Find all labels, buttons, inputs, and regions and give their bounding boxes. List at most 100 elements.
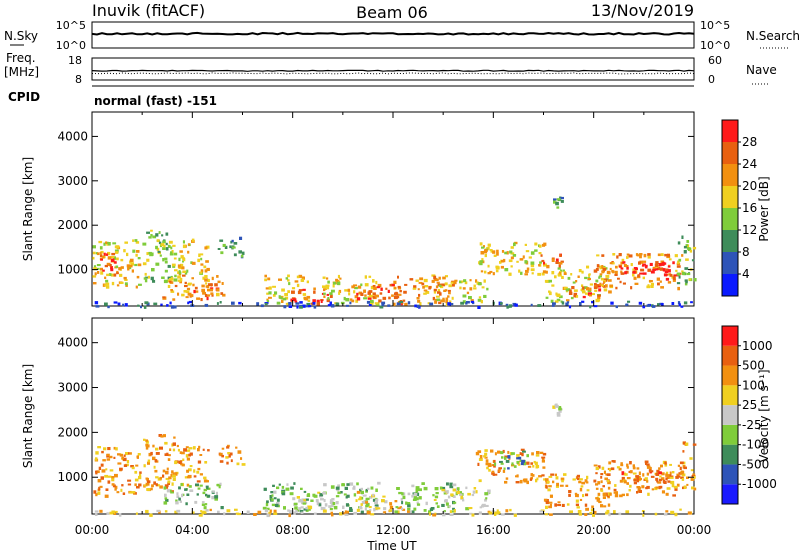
- power-cell: [624, 271, 627, 275]
- power-cell: [620, 267, 624, 270]
- velocity-cell: [286, 483, 289, 486]
- velocity-cell: [359, 496, 362, 499]
- power-cell: [597, 299, 601, 302]
- power-cell: [172, 265, 176, 268]
- power-cell: [347, 288, 351, 292]
- power-cell: [510, 256, 514, 260]
- freq-left-tick-top: 18: [68, 54, 82, 67]
- power-cell: [660, 253, 664, 256]
- velocity-cell: [333, 505, 338, 510]
- velocity-cell: [374, 501, 377, 504]
- colorbar-segment: [722, 164, 738, 186]
- velocity-cell: [394, 500, 398, 503]
- velocity-cell: [195, 483, 199, 487]
- velocity-cell: [360, 496, 364, 500]
- velocity-cell: [453, 509, 456, 513]
- sky-left-label: N.Sky: [4, 29, 38, 43]
- power-cell: [594, 283, 597, 286]
- power-cell: [572, 281, 576, 284]
- power-cell: [634, 282, 639, 285]
- colorbar-tick-label: 500: [742, 359, 765, 373]
- power-cell: [413, 285, 417, 289]
- power-cell: [522, 255, 525, 259]
- velocity-cell: [494, 452, 497, 456]
- power-cell: [539, 261, 542, 264]
- power-cell: [312, 302, 316, 305]
- power-cell: [92, 251, 96, 255]
- power-cell: [473, 284, 476, 287]
- power-cell: [217, 248, 221, 250]
- colorbar-segment: [722, 230, 738, 252]
- power-cell: [199, 271, 203, 274]
- velocity-cell: [164, 493, 167, 497]
- power-cell: [172, 298, 176, 301]
- colorbar-tick-label: 100: [742, 378, 765, 392]
- power-cell: [387, 304, 391, 307]
- velocity-cell: [661, 477, 665, 481]
- power-cell: [131, 269, 134, 273]
- y-tick-label: 4000: [57, 336, 88, 350]
- velocity-cell: [667, 475, 670, 479]
- power-cell: [676, 272, 681, 276]
- velocity-cell: [451, 510, 455, 513]
- power-cell: [659, 280, 662, 283]
- velocity-cell: [226, 509, 231, 513]
- power-cell: [160, 243, 165, 247]
- power-cell: [117, 302, 121, 306]
- power-cell: [657, 267, 661, 271]
- velocity-cell: [290, 486, 294, 490]
- velocity-cell: [106, 512, 110, 515]
- velocity-cell: [265, 502, 269, 507]
- velocity-cell: [344, 513, 349, 516]
- power-cell: [137, 257, 141, 260]
- velocity-cell: [557, 504, 561, 507]
- power-cell: [217, 280, 221, 284]
- velocity-cell: [164, 484, 169, 487]
- power-cell: [642, 305, 646, 309]
- velocity-cell: [353, 493, 357, 497]
- power-cell: [356, 297, 361, 301]
- velocity-cell: [413, 493, 418, 496]
- velocity-cell: [535, 478, 538, 483]
- power-cell: [210, 283, 213, 286]
- power-cell: [112, 242, 117, 245]
- power-cell: [97, 271, 100, 274]
- velocity-cell: [153, 481, 156, 485]
- power-cell: [96, 267, 100, 270]
- colorbar-tick-label: -500: [742, 457, 769, 471]
- velocity-cell: [407, 510, 410, 513]
- power-cell: [148, 236, 152, 239]
- colorbar-segment: [722, 142, 738, 164]
- power-cell: [672, 276, 676, 280]
- power-cell: [220, 292, 224, 295]
- power-cell: [479, 242, 483, 246]
- velocity-cell: [501, 456, 504, 459]
- power-cell: [550, 299, 554, 303]
- colorbar-segment: [722, 405, 738, 425]
- velocity-cell: [666, 474, 670, 477]
- velocity-cell: [209, 508, 212, 512]
- power-cell: [665, 268, 669, 271]
- power-cell: [638, 301, 643, 305]
- velocity-cell: [364, 507, 367, 511]
- velocity-cell: [218, 484, 221, 489]
- power-cluster: [92, 239, 142, 289]
- velocity-cell: [200, 510, 203, 513]
- power-cell: [198, 253, 201, 257]
- sky-panel-frame: [91, 21, 695, 49]
- velocity-cell: [661, 490, 665, 494]
- velocity-cell: [146, 488, 151, 491]
- velocity-cell: [557, 501, 561, 504]
- power-cell: [170, 305, 175, 309]
- velocity-cell: [575, 503, 579, 506]
- power-cluster: [434, 278, 489, 304]
- power-cell: [686, 247, 691, 250]
- velocity-cell: [394, 510, 398, 514]
- velocity-cell: [452, 483, 457, 487]
- power-cell: [630, 286, 633, 290]
- velocity-cell: [626, 466, 629, 469]
- velocity-cell: [337, 484, 340, 488]
- power-cell: [295, 302, 300, 305]
- velocity-cell: [645, 487, 648, 490]
- velocity-cell: [170, 491, 174, 494]
